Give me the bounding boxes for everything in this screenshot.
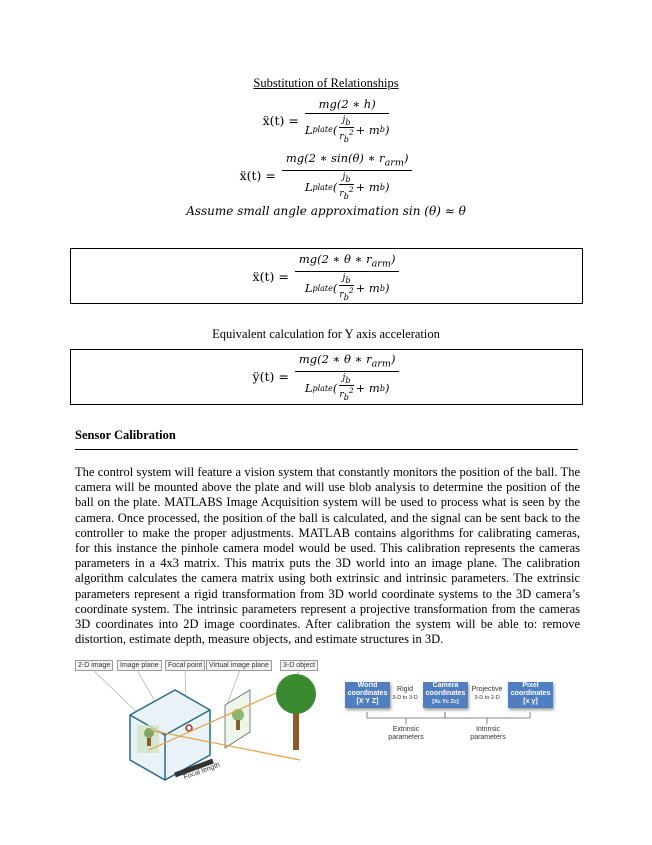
- eq2-numerator: mg(2 ∗ sin(θ) ∗ rarm): [285, 151, 409, 169]
- y-axis-heading: Equivalent calculation for Y axis accele…: [212, 327, 440, 341]
- coordinate-flow-figure: World coordinates [X Y Z] Rigid 3-D to 3-D …: [345, 680, 570, 750]
- extrinsic-label: Extrinsic parameters: [388, 726, 424, 741]
- label-2d-image: 2-D image: [75, 660, 114, 671]
- pixel-coordinates-box: Pixel coordinates [x y]: [508, 682, 553, 708]
- small-angle-note: Assume small angle approximation sin (θ)…: [186, 204, 466, 218]
- eq4-numerator: mg(2 ∗ θ ∗ rarm): [298, 352, 396, 370]
- eq2-lhs: ẍ(t) =: [239, 168, 276, 184]
- section-rule: [75, 449, 578, 450]
- body-paragraph: The control system will feature a vision…: [75, 465, 580, 647]
- eq1-lhs: ẍ(t) =: [262, 112, 299, 128]
- world-coordinates-box: World coordinates [X Y Z]: [345, 682, 390, 708]
- eq4-lhs: ÿ(t) =: [252, 369, 289, 385]
- pinhole-diagram-graphic: [92, 669, 316, 781]
- substitution-heading: Substitution of Relationships: [253, 76, 399, 90]
- equation-3-box: [70, 248, 583, 304]
- eq3-numerator: mg(2 ∗ θ ∗ rarm): [298, 252, 396, 270]
- section-title: Sensor Calibration: [75, 428, 176, 442]
- label-image-plane: Image plane: [117, 660, 162, 671]
- rigid-label: Rigid 3-D to 3-D: [392, 686, 418, 701]
- camera-coordinates-box: Camera coordinates [Xc Yc Zc]: [423, 682, 468, 708]
- eq1-numerator: mg(2 ∗ h): [318, 97, 376, 111]
- flow-brackets: [366, 712, 531, 724]
- equation-4-box: [70, 349, 583, 405]
- eq3-lhs: ẍ(t) =: [252, 269, 289, 285]
- projective-label: Projective 3-D to 2-D: [471, 686, 503, 701]
- label-virtual-image-plane: Virtual image plane: [206, 660, 272, 671]
- intrinsic-label: Intrinsic parameters: [470, 726, 506, 741]
- label-3d-object: 3-D object: [280, 660, 318, 671]
- pinhole-figure: 2-D image Image plane Focal point Virtua…: [75, 660, 335, 790]
